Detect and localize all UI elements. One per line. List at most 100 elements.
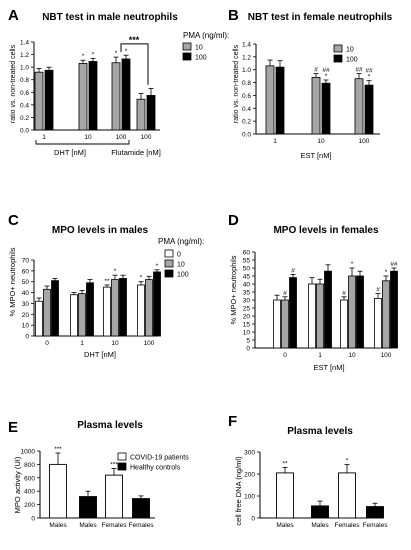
y-tick-label-a: 1.4	[20, 40, 29, 47]
x-tick-label-c: 0	[45, 340, 49, 347]
y-tick-label-d: 45	[243, 274, 251, 281]
bar-f	[338, 472, 356, 519]
bar-b	[265, 65, 275, 135]
x-tick-label-d: 100	[381, 352, 392, 359]
significance-mark-c: **	[104, 278, 110, 285]
y-tick-label-c: 10	[22, 323, 30, 330]
y-tick-label-b: 0.2	[242, 119, 251, 126]
y-tick-label-f: 0	[251, 516, 255, 523]
legend-label-a: 100	[195, 55, 207, 62]
dht-group-bracket	[35, 140, 130, 145]
significance-mark-d: #	[376, 287, 380, 294]
x-label-c: DHT [nM]	[84, 350, 116, 359]
x-tick-label-e: Females	[129, 522, 155, 529]
x-tick-label-a: 10	[84, 134, 92, 141]
legend-swatch-c	[164, 259, 174, 268]
bar-f	[366, 506, 384, 519]
bar-c	[78, 293, 86, 337]
legend-swatch-a	[182, 42, 192, 51]
y-tick-label-e: 0	[31, 516, 35, 523]
significance-mark-d: *	[351, 261, 354, 268]
y-tick-label-b: 0.4	[242, 106, 251, 113]
bar-c	[103, 286, 111, 337]
bar-b	[321, 82, 331, 135]
bar-d	[281, 299, 289, 349]
panel-title-e: Plasma levels	[77, 420, 143, 431]
y-tick-label-b: 0.0	[242, 132, 251, 139]
legend-label-e: COVID-19 patients	[130, 455, 189, 462]
y-tick-label-c: 0	[25, 334, 29, 341]
legend-label-a: 10	[195, 45, 203, 52]
y-tick-label-a: 0.6	[20, 90, 29, 97]
bar-a	[121, 58, 131, 131]
x-tick-label-f: Males	[276, 522, 294, 529]
y-tick-label-b: 0.6	[242, 93, 251, 100]
x-tick-label-f: Females	[335, 522, 361, 529]
y-tick-label-c: 20	[22, 312, 30, 319]
y-tick-label-e: 800	[24, 462, 35, 469]
y-tick-label-c: 60	[22, 268, 30, 275]
legend-swatch-c	[164, 249, 174, 258]
x-label-d: EST [nM]	[313, 363, 344, 372]
x-tick-label-b: 10	[317, 138, 325, 145]
bar-d	[348, 275, 356, 349]
panel-letter-a: A	[8, 7, 19, 24]
x-tick-label-c: 10	[111, 340, 119, 347]
significance-mark-f: *	[346, 458, 349, 465]
significance-mark-d: #	[291, 267, 295, 274]
bar-d	[390, 270, 398, 349]
y-tick-label-a: 1.2	[20, 52, 29, 59]
y-label-d: % MPO+ neutrophils	[229, 255, 238, 324]
bar-d	[273, 299, 281, 349]
bar-c	[137, 284, 145, 337]
bar-a	[136, 98, 146, 131]
bar-a	[88, 61, 98, 131]
x-tick-label-d: 0	[283, 352, 287, 359]
x-tick-label-b: 1	[273, 138, 277, 145]
significance-mark-d: *	[385, 269, 388, 276]
bar-f	[276, 472, 294, 519]
bar-a	[111, 62, 121, 131]
y-tick-label-d: 40	[243, 282, 251, 289]
x-tick-label-e: Females	[102, 522, 128, 529]
bar-d	[324, 270, 332, 349]
x-tick-label-e: Males	[79, 522, 97, 529]
y-tick-label-e: 1000	[21, 449, 36, 456]
y-tick-label-d: 50	[243, 266, 251, 273]
plot-e: 0 200 400 600 800 1000 *** Males Males *** Females…	[21, 446, 190, 529]
panel-letter-e: E	[8, 419, 18, 436]
significance-mark-a: *	[82, 53, 85, 60]
significance-mark-b: #	[314, 67, 318, 74]
panel-letter-d: D	[228, 212, 239, 229]
bar-b	[275, 66, 285, 135]
plot-f: 0 100 200 300 ** Males Males * Females Females	[244, 450, 388, 530]
panel-a: A NBT test in male neutrophils ratio vs.…	[8, 7, 229, 157]
y-tick-label-c: 70	[22, 258, 30, 265]
panel-title-f: Plasma levels	[287, 426, 353, 437]
panel-d: D MPO levels in females % MPO+ neutrophi…	[228, 212, 398, 372]
y-tick-label-e: 600	[24, 475, 35, 482]
x-tick-label-c: 1	[80, 340, 84, 347]
significance-mark-b: *	[368, 74, 371, 81]
y-tick-label-b: 1.2	[242, 54, 251, 61]
y-tick-label-f: 300	[244, 450, 255, 457]
significance-mark-c: *	[140, 275, 143, 282]
y-tick-label-e: 200	[24, 502, 35, 509]
y-label-f: cell free DNA (ng/ml)	[234, 456, 243, 526]
bar-d	[308, 283, 316, 349]
bar-a	[44, 69, 54, 131]
bar-e	[49, 463, 67, 519]
y-label-a: ratio vs. non-treated cells	[10, 44, 17, 123]
panel-c: C MPO levels in males % MPO+ neutrophils…	[8, 212, 204, 359]
significance-mark-d: ##	[390, 261, 398, 268]
significance-mark-d: #	[283, 290, 287, 297]
plot-a: 0.0 0.2 0.4 0.6 0.8 1.0 1.2 1.4 1 * * 10 * * 100 100 10 1…	[20, 40, 207, 145]
y-tick-label-d: 5	[246, 338, 250, 345]
bar-a	[146, 95, 156, 131]
x-tick-label-b: 100	[359, 138, 370, 145]
y-label-e: MPO activity (UI)	[13, 456, 22, 513]
y-tick-label-c: 40	[22, 290, 30, 297]
y-tick-label-d: 55	[243, 258, 251, 265]
x-tick-label-d: 1	[318, 352, 322, 359]
